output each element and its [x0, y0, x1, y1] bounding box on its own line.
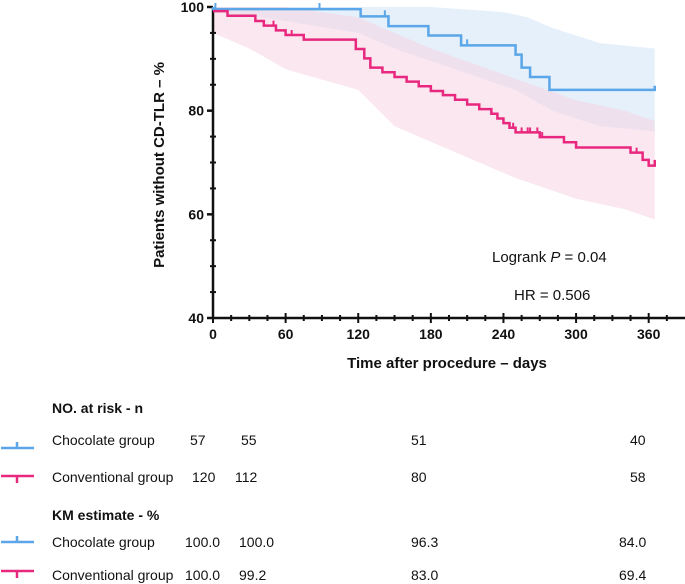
logrank-p: P — [550, 249, 560, 266]
logrank-value: = 0.04 — [560, 249, 606, 266]
x-tick-label-360: 360 — [637, 326, 661, 342]
curve-chocolate-group — [211, 7, 656, 92]
km-conventional-label: Conventional group — [52, 567, 174, 583]
at-risk-conventional-1: 112 — [235, 469, 258, 485]
survival-curves — [211, 7, 656, 167]
km-chocolate-3: 84.0 — [619, 534, 647, 550]
curve-conventional-group — [213, 9, 656, 167]
y-tick-label-60: 60 — [188, 206, 204, 222]
y-tick-label-80: 80 — [188, 103, 204, 119]
at-risk-conventional-3: 58 — [630, 469, 646, 485]
km-chocolate-legend-mark — [1, 536, 34, 544]
km-chocolate-0: 100.0 — [185, 534, 221, 550]
confidence-bands — [213, 7, 655, 220]
x-tick-label-120: 120 — [347, 326, 371, 342]
y-axis-label: Patients without CD-TLR – % — [151, 62, 168, 268]
at-risk-chocolate-2: 51 — [411, 432, 427, 448]
axes: 0 60 120 180 240 300 360 40 60 80 100 — [181, 0, 685, 342]
km-conventional-legend-mark — [1, 569, 34, 578]
at-risk-conventional-legend-mark — [1, 474, 34, 483]
x-tick-label-300: 300 — [564, 326, 588, 342]
at-risk-chocolate-legend-mark — [1, 442, 34, 450]
at-risk-chocolate-1: 55 — [241, 432, 257, 448]
km-conventional-0: 100.0 — [185, 567, 221, 583]
y-tick-label-40: 40 — [188, 310, 204, 326]
km-estimate-title: KM estimate - % — [52, 507, 160, 523]
at-risk-conventional-label: Conventional group — [52, 469, 174, 485]
at-risk-conventional-2: 80 — [411, 469, 427, 485]
x-axis-label: Time after procedure – days — [347, 355, 547, 372]
at-risk-conventional-0: 120 — [192, 469, 216, 485]
km-chocolate-label: Chocolate group — [52, 534, 155, 550]
hr-annotation: HR = 0.506 — [514, 287, 590, 304]
at-risk-title: NO. at risk - n — [52, 400, 144, 416]
km-chocolate-1: 100.0 — [239, 534, 275, 550]
km-chocolate-2: 96.3 — [411, 534, 439, 550]
km-conventional-3: 69.4 — [619, 567, 647, 583]
ci-band-1 — [213, 7, 655, 220]
x-tick-label-240: 240 — [492, 326, 516, 342]
x-tick-label-0: 0 — [209, 326, 217, 342]
x-tick-label-60: 60 — [278, 326, 294, 342]
x-tick-label-180: 180 — [419, 326, 443, 342]
at-risk-chocolate-0: 57 — [190, 432, 206, 448]
logrank-annotation: Logrank P = 0.04 — [492, 249, 607, 266]
at-risk-chocolate-3: 40 — [630, 432, 646, 448]
censor-marks — [214, 3, 638, 153]
at-risk-chocolate-label: Chocolate group — [52, 432, 155, 448]
km-conventional-1: 99.2 — [239, 567, 267, 583]
y-tick-label-100: 100 — [181, 0, 205, 15]
logrank-prefix: Logrank — [492, 249, 550, 266]
km-conventional-2: 83.0 — [411, 567, 439, 583]
